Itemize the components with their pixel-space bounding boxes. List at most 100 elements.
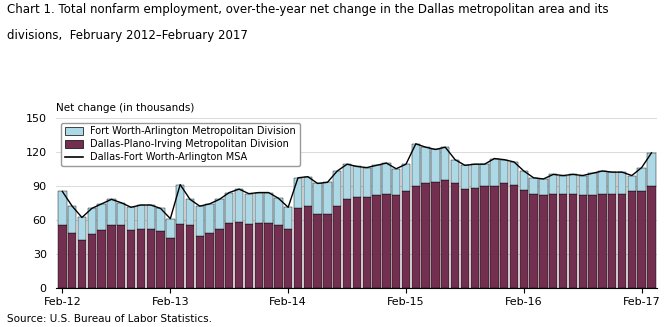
Bar [323, 214, 331, 288]
Bar [461, 189, 469, 288]
Bar [441, 147, 450, 180]
Bar [471, 188, 479, 288]
Bar [578, 176, 587, 195]
Bar [559, 194, 567, 288]
Bar [78, 217, 86, 240]
Bar [88, 208, 96, 234]
Bar [598, 194, 606, 288]
Bar [598, 171, 606, 194]
Bar [480, 164, 489, 186]
Bar [186, 225, 194, 288]
Bar [166, 238, 175, 288]
Bar [608, 194, 616, 288]
Bar [186, 199, 194, 225]
Bar [422, 183, 430, 288]
Bar [166, 219, 175, 238]
Bar [353, 166, 361, 197]
Bar [402, 191, 410, 288]
Bar [451, 183, 459, 288]
Bar [98, 230, 106, 288]
Bar [637, 191, 646, 288]
Bar [68, 233, 76, 288]
Bar [412, 186, 420, 288]
Text: Chart 1. Total nonfarm employment, over-the-year net change in the Dallas metrop: Chart 1. Total nonfarm employment, over-… [7, 3, 608, 16]
Bar [490, 159, 499, 186]
Bar [245, 194, 253, 224]
Bar [284, 207, 292, 229]
Bar [156, 208, 165, 231]
Bar [569, 174, 577, 194]
Text: divisions,  February 2012–February 2017: divisions, February 2012–February 2017 [7, 29, 248, 43]
Bar [254, 193, 263, 223]
Bar [490, 186, 499, 288]
Bar [78, 240, 86, 288]
Bar [529, 178, 538, 194]
Bar [303, 206, 312, 288]
Bar [303, 177, 312, 206]
Bar [363, 168, 371, 197]
Bar [245, 224, 253, 288]
Bar [569, 194, 577, 288]
Bar [520, 190, 528, 288]
Bar [176, 224, 185, 288]
Bar [480, 186, 489, 288]
Bar [264, 193, 273, 223]
Bar [176, 185, 185, 224]
Bar [363, 197, 371, 288]
Bar [137, 205, 145, 229]
Bar [608, 172, 616, 194]
Bar [254, 223, 263, 288]
Bar [235, 222, 243, 288]
Bar [343, 199, 351, 288]
Bar [147, 229, 155, 288]
Bar [353, 197, 361, 288]
Bar [225, 223, 234, 288]
Bar [58, 191, 66, 225]
Bar [510, 162, 518, 185]
Bar [137, 229, 145, 288]
Bar [520, 171, 528, 190]
Bar [108, 199, 116, 225]
Bar [284, 229, 292, 288]
Bar [205, 233, 214, 288]
Bar [264, 223, 273, 288]
Bar [127, 230, 135, 288]
Bar [156, 231, 165, 288]
Bar [58, 225, 66, 288]
Bar [392, 195, 400, 288]
Bar [422, 147, 430, 183]
Bar [127, 207, 135, 230]
Text: Net change (in thousands): Net change (in thousands) [56, 103, 195, 113]
Bar [196, 236, 204, 288]
Bar [392, 169, 400, 195]
Legend: Fort Worth-Arlington Metropolitan Division, Dallas-Plano-Irving Metropolitan Div: Fort Worth-Arlington Metropolitan Divisi… [61, 123, 300, 166]
Bar [225, 193, 234, 223]
Bar [647, 186, 655, 288]
Bar [618, 172, 626, 194]
Bar [117, 225, 125, 288]
Bar [293, 178, 302, 208]
Bar [333, 171, 341, 206]
Bar [500, 160, 509, 183]
Bar [627, 191, 636, 288]
Bar [313, 183, 322, 214]
Bar [578, 195, 587, 288]
Bar [647, 153, 655, 186]
Bar [402, 164, 410, 191]
Bar [637, 168, 646, 191]
Bar [117, 203, 125, 225]
Bar [205, 204, 214, 233]
Bar [382, 163, 390, 194]
Bar [618, 194, 626, 288]
Bar [147, 205, 155, 229]
Bar [529, 194, 538, 288]
Bar [539, 179, 548, 195]
Bar [432, 149, 440, 182]
Bar [373, 165, 380, 195]
Bar [333, 206, 341, 288]
Text: Source: U.S. Bureau of Labor Statistics.: Source: U.S. Bureau of Labor Statistics. [7, 314, 212, 324]
Bar [382, 194, 390, 288]
Bar [88, 234, 96, 288]
Bar [215, 229, 224, 288]
Bar [461, 165, 469, 189]
